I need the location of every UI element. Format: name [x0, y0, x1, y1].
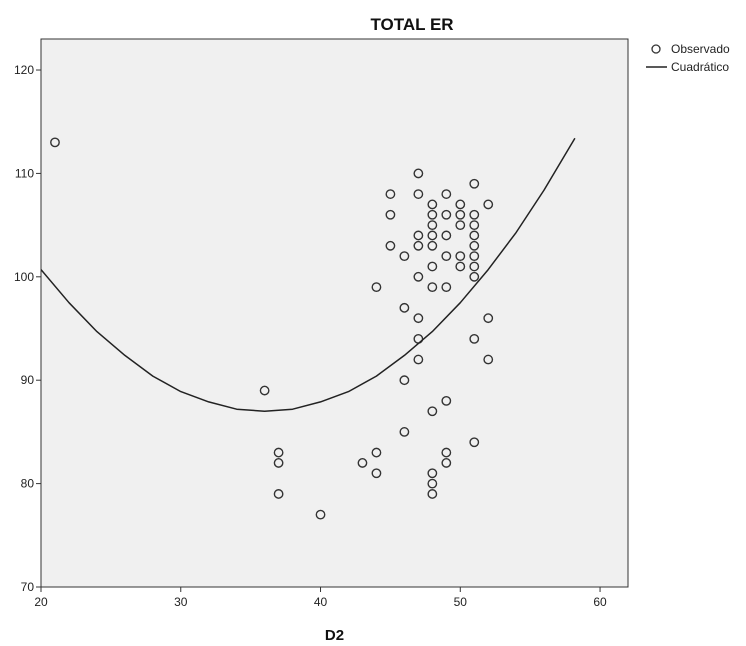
data-point: [427, 199, 438, 210]
data-point: [273, 447, 284, 458]
data-point: [483, 313, 494, 324]
data-point: [385, 189, 396, 199]
data-point: [455, 209, 466, 220]
legend-label-observado: Observado: [671, 42, 730, 56]
y-tick-label: 90: [21, 373, 35, 387]
data-point: [469, 251, 480, 262]
data-point: [385, 209, 396, 220]
data-point: [469, 220, 480, 231]
data-point: [399, 302, 410, 313]
data-point: [413, 271, 424, 282]
data-point: [441, 447, 452, 458]
data-point: [259, 385, 270, 396]
data-point: [357, 458, 368, 468]
x-tick-label: 40: [314, 595, 328, 609]
data-point: [455, 220, 466, 231]
x-tick-label: 50: [454, 595, 468, 609]
data-point: [427, 209, 438, 220]
data-point: [469, 209, 480, 220]
y-tick-label: 100: [14, 270, 34, 284]
data-point: [50, 137, 60, 148]
plot-area: [40, 38, 629, 588]
data-point: [399, 375, 410, 386]
quadratic-fit-line: [41, 137, 576, 412]
y-tick-label: 120: [14, 63, 34, 77]
data-point: [315, 509, 326, 520]
data-point: [427, 468, 438, 479]
data-point: [371, 447, 382, 458]
data-point: [483, 354, 494, 365]
y-tick-label: 70: [21, 580, 35, 594]
data-point: [469, 437, 480, 448]
data-point: [427, 478, 438, 489]
data-point: [455, 261, 466, 272]
legend-marker-observado: [651, 44, 661, 54]
data-point: [273, 489, 284, 499]
data-point: [441, 395, 452, 406]
data-point: [399, 427, 410, 437]
y-tick-label: 110: [15, 166, 34, 180]
data-point: [441, 189, 452, 199]
data-point: [413, 189, 424, 199]
data-point: [427, 220, 438, 231]
data-point: [441, 282, 452, 293]
x-tick-label: 20: [34, 595, 48, 609]
chart-title: TOTAL ER: [370, 15, 453, 34]
observed-points: [50, 137, 494, 520]
data-point: [427, 282, 438, 293]
x-tick-label: 60: [593, 595, 607, 609]
data-point: [413, 313, 424, 324]
data-point: [441, 458, 452, 468]
data-point: [483, 199, 494, 210]
legend-label-cuadratico: Cuadrático: [671, 60, 729, 74]
data-point: [371, 282, 382, 293]
data-point: [371, 468, 382, 479]
data-point: [469, 230, 480, 241]
data-point: [427, 261, 438, 272]
data-point: [427, 240, 438, 251]
data-point: [455, 251, 466, 262]
legend: Observado Cuadrático: [646, 42, 730, 74]
data-point: [469, 240, 480, 251]
data-point: [273, 458, 284, 468]
data-point: [413, 240, 424, 251]
data-point: [441, 230, 452, 241]
data-point: [441, 251, 452, 262]
data-point: [399, 251, 410, 262]
data-point: [469, 271, 480, 282]
data-point: [413, 230, 424, 241]
data-point: [469, 178, 480, 189]
data-point: [427, 406, 438, 417]
data-point: [413, 168, 424, 179]
x-axis-label: D2: [325, 627, 344, 644]
data-point: [441, 209, 452, 220]
data-point: [469, 261, 480, 272]
data-point: [385, 240, 396, 251]
y-tick-label: 80: [21, 477, 35, 491]
x-tick-label: 30: [174, 595, 188, 609]
data-point: [455, 199, 466, 210]
data-point: [413, 354, 424, 365]
axis-ticks: 20 30 40 50 60 70 80 90 100 110 120: [14, 63, 607, 609]
data-point: [427, 230, 438, 241]
data-point: [427, 489, 438, 499]
data-point: [469, 333, 480, 344]
